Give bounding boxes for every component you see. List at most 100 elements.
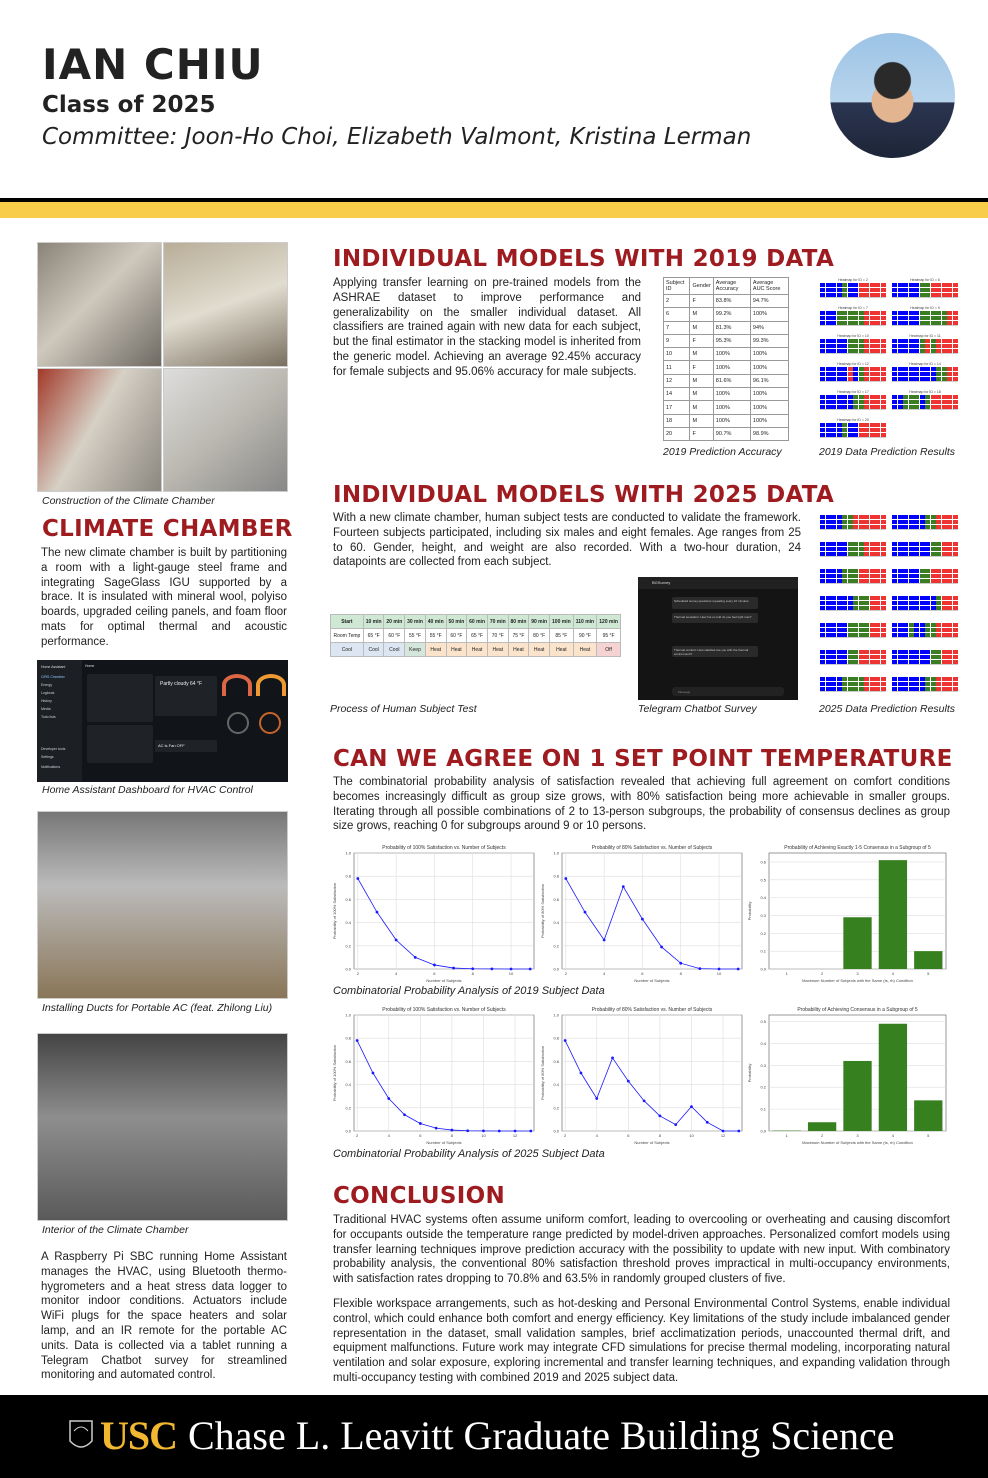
- heatmap-cell: [941, 376, 947, 381]
- heatmap-cell: [919, 600, 925, 606]
- table-cell: 10: [662, 347, 691, 362]
- table-cell: 100%: [749, 307, 790, 322]
- heatmap-cell: [919, 623, 925, 628]
- heatmap-cell: [831, 542, 837, 547]
- data-point: [579, 1071, 583, 1075]
- chart-title: Probability of 80% Satisfaction vs. Numb…: [592, 1007, 713, 1013]
- table-cell: M: [689, 320, 714, 335]
- heatmap-cell: [853, 650, 859, 655]
- heatmap-cell: [908, 596, 914, 601]
- heatmap-cell: [892, 283, 898, 288]
- heatmap-cell: [820, 627, 826, 633]
- conclusion-p1: Traditional HVAC systems often assume un…: [333, 1214, 950, 1286]
- heatmap-cell: [875, 283, 881, 288]
- heatmap-cell: [880, 627, 886, 633]
- heatmap-cell: [842, 427, 848, 433]
- heatmap-cell: [919, 339, 925, 344]
- heatmap-cell: [952, 546, 958, 552]
- heatmap-cell: [941, 600, 947, 606]
- table-cell: 90.7%: [712, 426, 751, 442]
- heatmap-cell: [853, 519, 859, 525]
- nav-item-settings[interactable]: Settings: [41, 755, 54, 759]
- heatmap-cell: [853, 686, 859, 691]
- heatmap-cell: [903, 339, 909, 344]
- heatmap-cell: [892, 348, 898, 353]
- data-point: [387, 1097, 391, 1100]
- heatmap-cell: [820, 605, 826, 610]
- process-temp: 55 °F: [404, 628, 426, 643]
- heatmap-cell: [941, 578, 947, 583]
- nav-item-notifications[interactable]: Notifications: [41, 765, 61, 769]
- heatmap-cell: [825, 311, 831, 316]
- heatmap-cell: [858, 404, 864, 409]
- heatmap: Heatmap for ID = 2: [820, 278, 886, 302]
- heatmap-cell: [947, 292, 953, 297]
- heatmap-cell: [919, 292, 925, 297]
- heatmap-cell: [936, 677, 942, 682]
- heatmap-cell: [952, 569, 958, 574]
- heatmap-cell: [825, 650, 831, 655]
- heatmap-cell: [836, 542, 842, 547]
- series-line: [565, 878, 739, 970]
- heatmap-cell: [820, 578, 826, 583]
- heatmap-cell: [897, 348, 903, 353]
- x-tick-label: 12: [721, 1133, 726, 1138]
- heatmap-grid: [820, 395, 886, 409]
- heatmap-cell: [831, 551, 837, 556]
- heatmap-cell: [842, 677, 848, 682]
- heatmap-grid: [820, 311, 886, 325]
- heatmap-cell: [864, 578, 870, 583]
- heatmap-cell: [825, 427, 831, 433]
- heatmap-cell: [853, 515, 859, 520]
- nav-item-history[interactable]: History: [41, 699, 52, 703]
- heatmap-cell: [820, 681, 826, 687]
- data-point: [641, 917, 644, 921]
- heatmap: [892, 672, 958, 696]
- heatmap-cell: [875, 578, 881, 583]
- nav-item-todo-lists[interactable]: Todo lists: [41, 715, 56, 719]
- y-axis-label: Probability of 80% Satisfaction: [540, 1046, 545, 1100]
- heatmap-cell: [858, 627, 864, 633]
- heatmap-cell: [825, 432, 831, 437]
- chat-message-input[interactable]: Message: [672, 687, 784, 696]
- heatmap-cell: [919, 546, 925, 552]
- nav-item-cirs-chamber[interactable]: CIRS Chamber: [41, 675, 65, 679]
- heatmap-cell: [864, 339, 870, 344]
- nav-item-developer-tools[interactable]: Developer tools: [41, 747, 66, 751]
- heatmap-cell: [952, 623, 958, 628]
- heatmap-cell: [930, 654, 936, 660]
- caption-heatmap-2019: 2019 Data Prediction Results: [819, 446, 955, 458]
- heatmap-cell: [903, 569, 909, 574]
- table-row: 7 M 81.3% 94%: [662, 320, 790, 335]
- heatmap-cell: [825, 515, 831, 520]
- heatmap-cell: [842, 605, 848, 610]
- heatmap-cell: [925, 627, 931, 633]
- heatmap-cell: [941, 311, 947, 316]
- nav-item-logbook[interactable]: Logbook: [41, 691, 55, 695]
- heatmap-cell: [825, 376, 831, 381]
- x-tick-label: 12: [513, 1133, 518, 1138]
- y-tick-label: 0.0: [345, 967, 351, 972]
- heatmap-cell: [936, 569, 942, 574]
- nav-item-energy[interactable]: Energy: [41, 683, 53, 687]
- y-tick-label: 1.0: [345, 1013, 351, 1018]
- heatmap-cell: [869, 292, 875, 297]
- x-tick-label: 2: [821, 1133, 824, 1138]
- heatmap-cell: [836, 339, 842, 344]
- heatmap-cell: [892, 681, 898, 687]
- heatmap-cell: [892, 546, 898, 552]
- heatmap-cell: [875, 623, 881, 628]
- heatmap-cell: [919, 404, 925, 409]
- heatmap-cell: [853, 600, 859, 606]
- heatmap-cell: [858, 343, 864, 349]
- chart-title: Probability of 100% Satisfaction vs. Num…: [382, 1007, 506, 1013]
- heatmap-cell: [919, 395, 925, 400]
- heatmap-title: Heatmap for ID = 7: [838, 306, 868, 310]
- chart-2019-100: Probability of 100% Satisfaction vs. Num…: [332, 845, 535, 983]
- nav-item-media[interactable]: Media: [41, 707, 51, 711]
- heatmap-cell: [836, 287, 842, 293]
- heatmap-cell: [820, 542, 826, 547]
- heatmap-cell: [831, 515, 837, 520]
- heatmap: [820, 537, 886, 561]
- heatmap-cell: [836, 283, 842, 288]
